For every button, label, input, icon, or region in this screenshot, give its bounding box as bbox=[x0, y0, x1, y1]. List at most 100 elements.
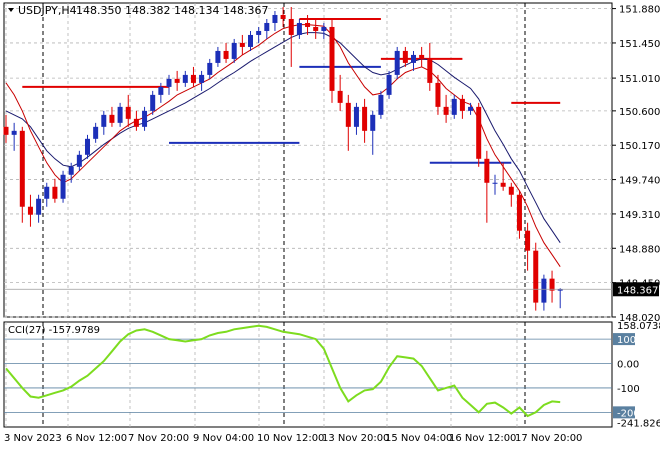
candle-body bbox=[190, 74, 196, 83]
time-axis-label: 10 Nov 12:00 bbox=[257, 433, 324, 444]
candle-body bbox=[101, 114, 107, 127]
candle-body bbox=[272, 14, 278, 23]
candle-body bbox=[150, 94, 156, 111]
candle-body bbox=[533, 250, 539, 303]
candle-body bbox=[476, 106, 482, 159]
candle-body bbox=[93, 126, 99, 139]
candle-body bbox=[248, 34, 253, 47]
candle-body bbox=[378, 94, 384, 115]
candle-body bbox=[52, 186, 58, 199]
candle-body bbox=[85, 138, 90, 155]
candle-body bbox=[451, 98, 457, 115]
candle-body bbox=[76, 154, 82, 167]
candle-body bbox=[44, 186, 50, 199]
candle-body bbox=[492, 182, 498, 184]
time-axis-label: 16 Nov 12:00 bbox=[449, 433, 516, 444]
candle-body bbox=[158, 86, 164, 95]
time-axis-label: 9 Nov 04:00 bbox=[193, 433, 254, 444]
cci-axis-label: -200 bbox=[617, 408, 640, 419]
price-axis-label: 149.310 bbox=[619, 210, 660, 221]
candle-body bbox=[305, 22, 311, 27]
chart-symbol-label: USDJPY,H4 bbox=[18, 4, 77, 17]
cci-axis-label: 0.00 bbox=[617, 360, 639, 371]
candle-body bbox=[435, 82, 441, 107]
candle-body bbox=[541, 278, 547, 303]
candle-body bbox=[468, 106, 474, 111]
candle-body bbox=[125, 106, 131, 119]
candle-body bbox=[362, 106, 368, 131]
candle-body bbox=[394, 50, 400, 75]
candle-body bbox=[3, 126, 9, 135]
time-axis-label: 17 Nov 20:00 bbox=[515, 433, 582, 444]
candle-body bbox=[525, 230, 531, 251]
price-axis-label: 151.450 bbox=[619, 39, 660, 50]
candle-body bbox=[142, 110, 148, 127]
time-axis-label: 7 Nov 20:00 bbox=[128, 433, 189, 444]
candle-body bbox=[199, 74, 205, 83]
candle-body bbox=[133, 118, 139, 127]
cci-level-badge bbox=[613, 406, 635, 419]
candle-body bbox=[337, 90, 343, 103]
candle-body bbox=[321, 26, 327, 31]
slow-moving-average-line bbox=[5, 32, 561, 243]
dropdown-triangle-icon[interactable] bbox=[8, 8, 14, 12]
candle-body bbox=[296, 22, 302, 35]
cci-axis-label: -241.8263 bbox=[617, 419, 660, 430]
candle-body bbox=[386, 74, 392, 95]
candle-body bbox=[215, 50, 221, 63]
cci-label: CCI(27) -157.9789 bbox=[8, 325, 100, 336]
candle-body bbox=[36, 198, 42, 215]
candle-body bbox=[411, 54, 416, 63]
candle-body bbox=[264, 22, 270, 31]
candle-body bbox=[427, 58, 433, 83]
candle-body bbox=[353, 106, 359, 127]
time-axis-label: 3 Nov 2023 bbox=[4, 433, 62, 444]
candle-body bbox=[182, 74, 188, 83]
current-price-badge bbox=[613, 282, 659, 297]
fast-moving-average-line bbox=[5, 24, 561, 267]
candle-body bbox=[174, 78, 180, 83]
candle-body bbox=[345, 102, 351, 127]
current-price-label: 148.367 bbox=[617, 285, 658, 296]
price-axis-label: 150.170 bbox=[619, 141, 660, 152]
price-axis-label: 148.020 bbox=[619, 313, 660, 324]
candle-body bbox=[402, 50, 408, 63]
candle-body bbox=[117, 106, 123, 123]
indicator-panel-frame bbox=[3, 321, 613, 428]
time-axis-label: 6 Nov 12:00 bbox=[66, 433, 127, 444]
price-axis-label: 150.600 bbox=[619, 107, 660, 118]
cci-level-badge bbox=[613, 333, 635, 346]
candle-body bbox=[313, 26, 319, 31]
candle-body bbox=[484, 158, 490, 183]
candle-body bbox=[60, 174, 66, 199]
candle-body bbox=[370, 114, 376, 131]
candle-body bbox=[280, 14, 286, 19]
candle-body bbox=[508, 186, 514, 195]
candle-body bbox=[329, 26, 335, 91]
cci-axis-label: 158.0738 bbox=[617, 321, 660, 332]
candle-body bbox=[557, 289, 563, 291]
candle-body bbox=[19, 130, 25, 207]
candle-body bbox=[231, 42, 237, 59]
candle-body bbox=[288, 18, 294, 35]
candle-body bbox=[443, 106, 449, 115]
candle-body bbox=[27, 206, 33, 215]
candle-body bbox=[516, 194, 522, 231]
price-panel-frame bbox=[3, 2, 613, 318]
candle-body bbox=[549, 278, 555, 291]
candle-body bbox=[459, 98, 465, 111]
cci-axis-label: 100 bbox=[617, 335, 636, 346]
candle-body bbox=[419, 54, 425, 59]
price-axis-label: 149.740 bbox=[619, 176, 660, 187]
candle-body bbox=[109, 114, 115, 123]
candle-body bbox=[223, 50, 229, 59]
candle-body bbox=[166, 78, 172, 87]
price-axis-label: 151.010 bbox=[619, 74, 660, 85]
candle-body bbox=[239, 42, 245, 47]
time-axis-label: 13 Nov 20:00 bbox=[322, 433, 389, 444]
ohlc-values: 148.350 148.382 148.134 148.367 bbox=[76, 4, 268, 17]
cci-axis-label: -100 bbox=[617, 384, 640, 395]
candle-body bbox=[207, 62, 213, 75]
